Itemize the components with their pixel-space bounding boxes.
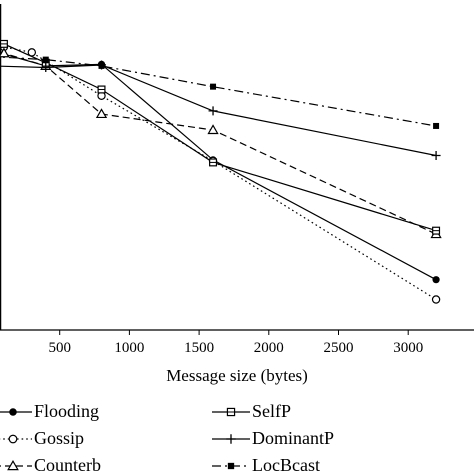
x-tick-label: 2500 [324, 340, 354, 356]
marker-open-triangle [7, 459, 19, 471]
x-tick-label: 1000 [114, 340, 144, 356]
data-point-locbcast [433, 122, 440, 129]
legend-item-dominantp: DominantP [212, 428, 334, 448]
x-tick-label: 3000 [393, 340, 423, 356]
series-counterb [0, 47, 442, 239]
series-dominantp [0, 60, 441, 161]
data-point-locbcast [98, 62, 105, 69]
series-line-gossip [0, 43, 437, 301]
data-point-counterb [95, 108, 108, 119]
marker-filled-square [227, 462, 235, 470]
x-tick-label: 1500 [184, 340, 214, 356]
legend-item-selfp: SelfP [212, 401, 291, 421]
legend-label: Counterb [34, 455, 101, 474]
series-line-flooding [0, 52, 437, 281]
legend-label: SelfP [252, 401, 291, 421]
x-axis-title: Message size (bytes) [166, 366, 308, 385]
legend-item-counterb: Counterb [0, 455, 101, 474]
axes [0, 4, 474, 331]
data-point-selfp [97, 85, 106, 94]
legend-item-gossip: Gossip [0, 428, 84, 448]
series-line-dominantp [0, 64, 437, 157]
legend: Flooding Gossip Counterb SelfP DominantP LocB… [0, 401, 334, 474]
series-line-selfp [0, 43, 437, 232]
x-tick-label: 500 [48, 340, 71, 356]
marker-filled-circle [9, 408, 17, 416]
series-locbcast [0, 56, 440, 129]
data-point-selfp [432, 226, 441, 235]
data-point-gossip [431, 295, 441, 304]
legend-label: LocBcast [252, 455, 320, 474]
data-point-selfp [0, 39, 8, 48]
marker-open-square [226, 407, 236, 417]
data-point-dominantp [431, 151, 441, 161]
marker-plus [226, 434, 236, 444]
data-point-locbcast [42, 56, 49, 63]
legend-label: Gossip [34, 428, 84, 448]
legend-item-locbcast: LocBcast [212, 455, 320, 474]
data-point-dominantp [41, 62, 51, 72]
series-line-counterb [0, 50, 437, 235]
x-tick-label: 2000 [254, 340, 284, 356]
series-gossip [0, 42, 441, 304]
data-point-counterb [207, 124, 219, 135]
legend-label: DominantP [252, 428, 334, 448]
marker-open-circle [8, 434, 18, 444]
data-point-selfp [209, 158, 218, 167]
x-ticks: 500100015002000250030003 [48, 330, 423, 356]
data-point-dominantp [208, 106, 218, 116]
legend-label: Flooding [34, 401, 99, 421]
legend-item-flooding: Flooding [0, 401, 99, 421]
series-layer [0, 39, 442, 304]
series-selfp [0, 39, 441, 235]
data-point-locbcast [210, 83, 217, 90]
data-point-flooding [432, 276, 440, 284]
